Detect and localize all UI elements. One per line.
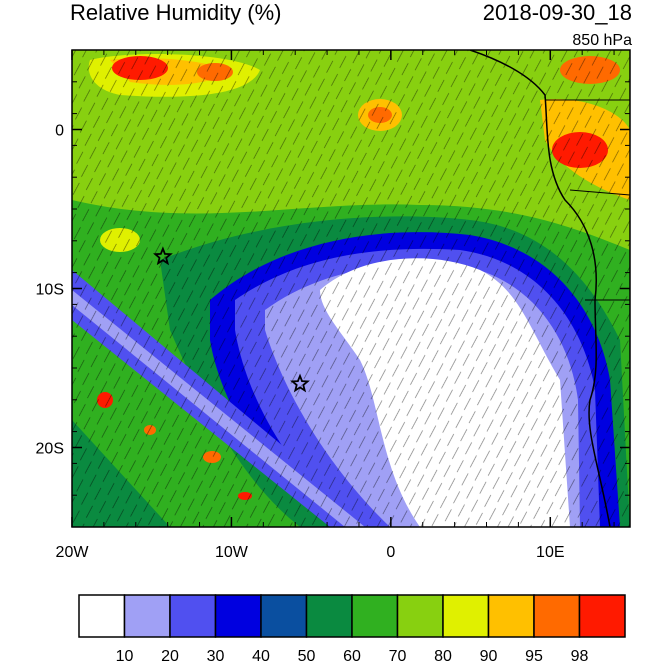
y-tick-label: 20S — [36, 441, 64, 458]
map-title: Relative Humidity (%) — [70, 0, 282, 25]
colorbar-swatch — [169, 594, 217, 638]
pressure-level: 850 hPa — [572, 32, 632, 49]
colorbar-label: 10 — [116, 648, 134, 665]
colorbar-swatch — [260, 594, 308, 638]
star-marker — [153, 246, 173, 266]
colorbar-swatch — [533, 594, 581, 638]
colorbar-label: 50 — [298, 648, 316, 665]
colorbar-label: 20 — [161, 648, 179, 665]
map-markers — [153, 246, 310, 393]
colorbar-label: 40 — [252, 648, 270, 665]
y-tick-label: 0 — [55, 123, 64, 140]
star-marker — [290, 373, 310, 393]
colorbar-swatch — [396, 594, 444, 638]
map-datetime: 2018-09-30_18 — [482, 0, 632, 25]
x-tick-label: 10W — [215, 544, 249, 561]
colorbar-label: 80 — [434, 648, 452, 665]
x-tick-label: 20W — [56, 544, 90, 561]
map-axes: 20W 10W 0 10E 0 10S 20S — [36, 49, 630, 561]
x-tick-label: 10E — [536, 544, 564, 561]
y-tick-label: 10S — [36, 282, 64, 299]
colorbar-swatch — [442, 594, 490, 638]
colorbar-swatch — [78, 594, 126, 638]
colorbar-label: 70 — [389, 648, 407, 665]
colorbar-swatch — [305, 594, 353, 638]
colorbar-swatch — [487, 594, 535, 638]
x-tick-label: 0 — [386, 544, 395, 561]
humidity-field — [72, 50, 630, 527]
colorbar-label: 30 — [207, 648, 225, 665]
colorbar-label: 90 — [480, 648, 498, 665]
colorbar-label: 98 — [571, 648, 589, 665]
colorbar-swatch — [351, 594, 399, 638]
colorbar-swatch — [123, 594, 171, 638]
colorbar-swatch — [578, 594, 626, 638]
colorbar-swatch — [214, 594, 262, 638]
colorbar-label: 95 — [525, 648, 543, 665]
colorbar-label: 60 — [343, 648, 361, 665]
colorbar: 10 20 30 40 50 60 70 80 90 95 98 — [78, 594, 626, 665]
